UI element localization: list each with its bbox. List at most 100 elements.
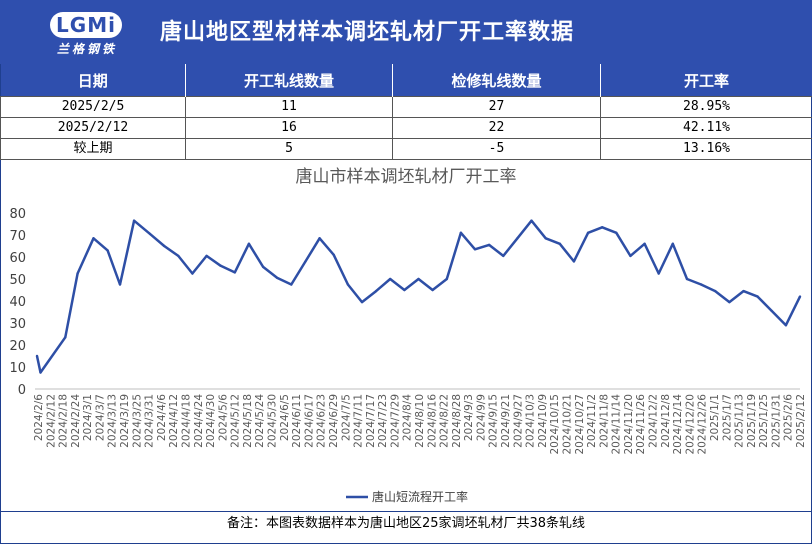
- data-point: [714, 289, 717, 293]
- data-point: [629, 254, 632, 258]
- x-tick-label: 2024/10/9: [537, 394, 549, 448]
- data-point: [586, 231, 590, 234]
- x-tick-label: 2024/5/30: [267, 394, 279, 448]
- x-tick-label: 2024/12/8: [660, 394, 672, 448]
- y-axis: 0 10 20 30 40 50 60 70 80: [9, 207, 26, 398]
- data-point: [685, 277, 689, 281]
- x-tick-label: 2024/7/29: [389, 394, 401, 448]
- x-tick-label: 2025/1/19: [746, 394, 758, 448]
- x-tick-label: 2025/2/12: [795, 394, 807, 448]
- data-point: [572, 260, 576, 263]
- header-bar: LGMi 兰格钢铁 唐山地区型材样本调坯轧材厂开工率数据: [0, 0, 812, 64]
- cell-rate: 28.95%: [600, 96, 812, 118]
- cell-rate: 13.16%: [600, 138, 812, 160]
- y-tick-label: 70: [9, 229, 26, 244]
- data-point: [459, 231, 463, 234]
- x-tick-label: 2024/10/15: [549, 394, 561, 455]
- data-point: [615, 231, 618, 234]
- data-point: [403, 288, 406, 292]
- x-tick-label: 2024/8/22: [439, 394, 451, 448]
- data-point: [784, 324, 788, 327]
- y-tick-label: 50: [9, 273, 26, 288]
- table-row: 2025/2/5 11 27 28.95%: [0, 96, 812, 118]
- data-point: [205, 254, 208, 258]
- col-header-date: 日期: [0, 64, 186, 97]
- series-line: [35, 219, 802, 374]
- data-point: [76, 272, 79, 275]
- x-tick-label: 2024/4/12: [168, 394, 180, 448]
- data-table: 日期 开工轧线数量 检修轧线数量 开工率 2025/2/5 11 27 28.9…: [0, 64, 812, 160]
- data-point: [601, 226, 604, 229]
- col-header-maintenance-lines: 检修轧线数量: [392, 64, 601, 97]
- legend-label: 唐山短流程开工率: [372, 489, 468, 504]
- x-tick-label: 2024/8/28: [451, 394, 463, 448]
- chart-title: 唐山市样本调坯轧材厂开工率: [296, 166, 517, 187]
- data-point: [530, 219, 533, 222]
- y-tick-label: 80: [9, 207, 26, 222]
- x-tick-label: 2024/6/23: [316, 394, 328, 448]
- data-point: [92, 237, 95, 240]
- data-point: [487, 243, 491, 247]
- x-tick-label: 2024/12/20: [684, 394, 696, 455]
- y-tick-label: 30: [9, 317, 26, 332]
- data-point: [657, 272, 660, 275]
- x-tick-label: 2024/5/12: [230, 394, 242, 448]
- cell-maintenance: 27: [392, 96, 601, 118]
- x-tick-label: 2024/10/27: [574, 394, 586, 455]
- data-point: [374, 289, 378, 293]
- y-tick-label: 40: [9, 295, 26, 310]
- data-point: [118, 283, 122, 286]
- col-header-utilization: 开工率: [600, 64, 812, 97]
- data-point: [148, 232, 152, 236]
- table-header-row: 日期 开工轧线数量 检修轧线数量 开工率: [0, 64, 812, 97]
- data-point: [544, 237, 547, 240]
- table-row: 2025/2/12 16 22 42.11%: [0, 117, 812, 139]
- cell-running: 16: [185, 117, 393, 139]
- x-tick-label: 2024/11/20: [623, 394, 635, 455]
- x-tick-label: 2024/12/2: [648, 394, 660, 448]
- x-tick-label: 2025/1/25: [758, 394, 770, 448]
- x-tick-label: 2024/6/11: [291, 394, 303, 448]
- data-point: [431, 288, 434, 292]
- x-tick-label: 2024/7/5: [340, 394, 352, 441]
- y-tick-label: 10: [9, 361, 26, 376]
- x-tick-label: 2024/4/30: [205, 394, 217, 448]
- footnote: 备注：本图表数据样本为唐山地区25家调坯轧材厂共38条轧线: [0, 511, 812, 544]
- data-point: [304, 260, 307, 263]
- cell-rate: 42.11%: [600, 117, 812, 139]
- data-point: [106, 249, 109, 252]
- cell-running: 5: [185, 138, 393, 160]
- x-tick-label: 2024/2/12: [45, 394, 57, 448]
- cell-date: 2025/2/5: [0, 96, 186, 118]
- x-tick-label: 2024/9/27: [512, 394, 524, 448]
- x-axis: 2024/2/6 2024/2/12 2024/2/18 2024/2/24 2024/…: [33, 394, 807, 455]
- data-point: [742, 289, 745, 293]
- data-point: [64, 336, 67, 339]
- x-tick-label: 2024/8/4: [402, 394, 414, 441]
- y-tick-label: 0: [18, 383, 26, 398]
- x-tick-label: 2024/10/21: [561, 394, 573, 455]
- y-tick-label: 20: [9, 339, 26, 354]
- x-tick-label: 2024/11/8: [598, 394, 610, 448]
- x-tick-label: 2024/11/26: [635, 394, 647, 455]
- data-point: [346, 283, 350, 286]
- x-tick-label: 2025/2/6: [783, 394, 795, 441]
- x-tick-label: 2024/6/5: [279, 394, 291, 441]
- data-point: [516, 237, 519, 240]
- x-tick-label: 2024/8/16: [426, 394, 438, 448]
- cell-running: 11: [185, 96, 393, 118]
- cell-date: 较上期: [0, 138, 186, 160]
- x-tick-label: 2024/9/3: [463, 394, 475, 441]
- data-point: [35, 354, 39, 358]
- data-point: [332, 253, 335, 256]
- x-tick-label: 2025/1/7: [721, 394, 733, 441]
- x-tick-label: 2024/2/18: [58, 394, 70, 448]
- data-point: [276, 276, 279, 280]
- x-tick-label: 2024/3/7: [94, 394, 106, 441]
- data-point: [770, 309, 773, 313]
- data-point: [417, 277, 420, 281]
- data-point: [558, 242, 561, 245]
- x-tick-label: 2024/12/26: [697, 394, 709, 455]
- data-point: [445, 277, 448, 281]
- x-tick-label: 2024/10/3: [525, 394, 537, 448]
